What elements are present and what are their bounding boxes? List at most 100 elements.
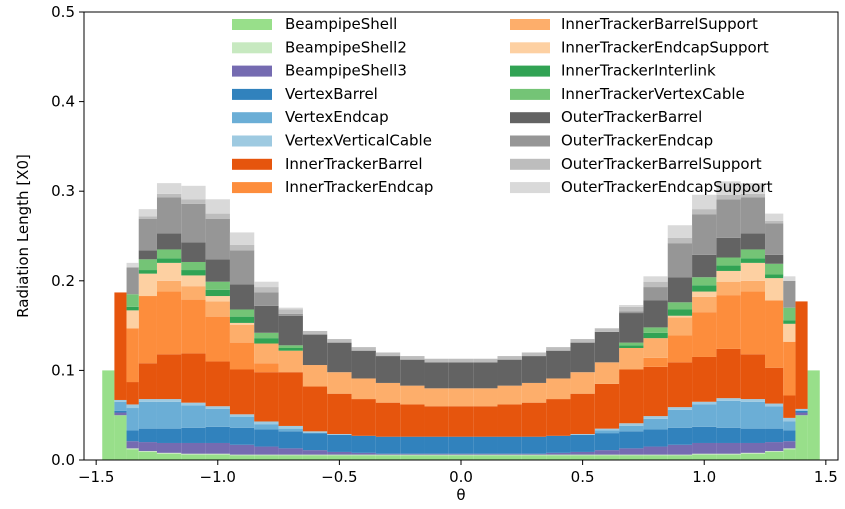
- bar-segment: [138, 259, 157, 271]
- bar-segment: [448, 454, 474, 456]
- bar-segment: [205, 296, 230, 302]
- bar-segment: [667, 225, 693, 238]
- bar-segment: [473, 455, 498, 460]
- bar-segment: [278, 425, 303, 429]
- bar-segment: [126, 441, 139, 449]
- bar-segment: [619, 431, 644, 449]
- bar-segment: [278, 455, 303, 460]
- bar-segment: [594, 428, 620, 431]
- legend-swatch: [232, 158, 272, 170]
- bar-segment: [102, 370, 115, 460]
- bar-segment: [278, 348, 303, 351]
- bar-segment: [740, 291, 766, 355]
- bar-segment: [594, 331, 620, 363]
- bar-segment: [692, 356, 717, 402]
- bar-segment: [667, 309, 693, 316]
- bar-segment: [400, 436, 425, 454]
- legend-swatch: [510, 182, 550, 194]
- bar-segment: [716, 270, 741, 282]
- bar-segment: [181, 199, 206, 204]
- bar-segment: [156, 399, 182, 402]
- legend-label: InnerTrackerInterlink: [561, 62, 716, 80]
- bar-segment: [254, 338, 279, 344]
- bar-segment: [546, 350, 571, 379]
- bar-segment: [351, 452, 376, 455]
- bar-segment: [205, 199, 230, 214]
- bar-segment: [254, 287, 279, 293]
- bar-segment: [765, 442, 784, 452]
- bar-segment: [351, 454, 376, 456]
- bar-segment: [473, 362, 498, 389]
- bar-segment: [546, 454, 571, 456]
- legend-swatch: [232, 42, 272, 54]
- bar-segment: [278, 454, 303, 456]
- bar-segment: [716, 400, 741, 428]
- bar-segment: [138, 428, 157, 443]
- bar-segment: [302, 454, 328, 456]
- bar-segment: [156, 183, 182, 194]
- bar-segment: [570, 434, 595, 452]
- bar-segment: [619, 345, 644, 348]
- bar-segment: [302, 433, 328, 451]
- bar-segment: [181, 427, 206, 443]
- bar-segment: [156, 401, 182, 429]
- bar-segment: [740, 453, 766, 460]
- bar-segment: [327, 434, 352, 435]
- bar-segment: [546, 378, 571, 400]
- bar-segment: [546, 399, 571, 436]
- bar-segment: [619, 342, 644, 346]
- bar-segment: [327, 372, 352, 394]
- bar-segment: [740, 262, 766, 281]
- bar-segment: [229, 316, 255, 323]
- bar-segment: [229, 244, 255, 251]
- bar-segment: [181, 185, 206, 200]
- bar-segment: [783, 417, 796, 422]
- bar-segment: [619, 448, 644, 455]
- bar-segment: [521, 356, 547, 383]
- bar-segment: [521, 453, 547, 455]
- legend-swatch: [232, 88, 272, 100]
- bar-segment: [594, 455, 620, 460]
- bar-segment: [229, 342, 255, 370]
- bar-segment: [138, 363, 157, 400]
- bar-segment: [497, 436, 522, 454]
- bar-segment: [229, 309, 255, 317]
- bar-segment: [497, 454, 522, 456]
- bar-segment: [667, 335, 693, 363]
- bar-segment: [181, 353, 206, 403]
- bar-segment: [667, 444, 693, 455]
- bar-segment: [619, 455, 644, 460]
- bar-segment: [156, 249, 182, 259]
- bar-segment: [521, 352, 547, 357]
- bar-segment: [278, 313, 303, 316]
- bar-segment: [205, 289, 230, 297]
- bar-segment: [643, 454, 668, 456]
- bar-segment: [667, 455, 693, 460]
- y-tick-label: 0.4: [51, 93, 75, 111]
- bar-segment: [424, 454, 449, 456]
- bar-segment: [716, 281, 741, 296]
- bar-segment: [254, 455, 279, 460]
- bar-segment: [126, 267, 139, 295]
- bar-segment: [327, 339, 352, 343]
- bar-segment: [692, 312, 717, 357]
- y-tick-label: 0.5: [51, 3, 75, 21]
- bar-segment: [254, 281, 279, 288]
- bar-segment: [594, 383, 620, 429]
- bar-segment: [692, 296, 717, 313]
- x-axis-title: θ: [456, 486, 465, 504]
- bar-segment: [783, 395, 796, 418]
- bar-segment: [521, 382, 547, 403]
- bar-segment: [667, 243, 693, 278]
- bar-segment: [156, 262, 182, 281]
- bar-segment: [692, 209, 717, 215]
- bar-segment: [375, 453, 401, 455]
- bar-segment: [716, 295, 741, 349]
- bar-segment: [278, 431, 303, 449]
- bar-segment: [740, 442, 766, 453]
- bar-segment: [667, 317, 693, 336]
- bar-segment: [126, 408, 139, 431]
- bar-segment: [448, 453, 474, 455]
- bar-segment: [156, 291, 182, 355]
- bar-segment: [667, 362, 693, 408]
